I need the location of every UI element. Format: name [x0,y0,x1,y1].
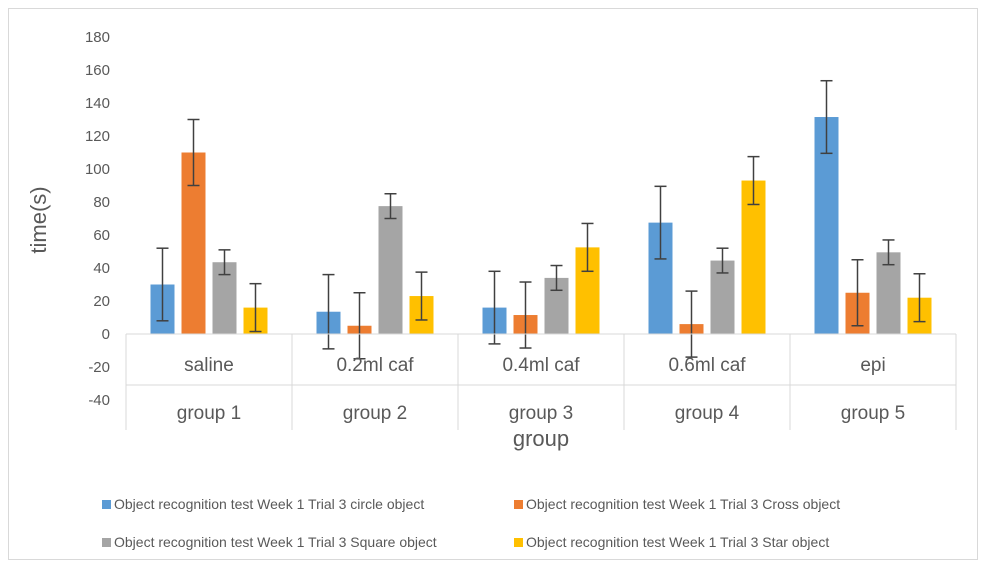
category-label: saline [184,355,234,376]
y-tick-label: 80 [93,194,110,211]
y-tick-label: 60 [93,227,110,244]
y-tick-label: 100 [85,161,110,178]
legend-label: Object recognition test Week 1 Trial 3 S… [526,534,829,550]
y-axis-title-group: time(s) [26,186,51,253]
group-label: group 4 [675,403,740,424]
category-label: 0.4ml caf [502,355,580,376]
legend-label: Object recognition test Week 1 Trial 3 c… [114,496,424,512]
legend-label: Object recognition test Week 1 Trial 3 C… [526,496,840,512]
legend-swatch [102,538,111,547]
y-tick-label: 0 [102,326,110,343]
y-tick-label: 180 [85,29,110,46]
y-tick-label: -40 [88,392,110,409]
legend: Object recognition test Week 1 Trial 3 c… [102,496,840,550]
category-label: epi [860,355,885,376]
y-tick-label: 40 [93,260,110,277]
legend-label: Object recognition test Week 1 Trial 3 S… [114,534,437,550]
plot-layer: -40 -20 0 20 40 60 80 100 120 140 160 180 saline grou… [85,29,957,430]
legend-swatch [514,500,523,509]
category-label: 0.2ml caf [336,355,414,376]
group-label: group 1 [177,403,241,424]
x-axis-title: group [513,426,569,451]
group-label: group 3 [509,403,573,424]
y-tick-label: -20 [88,359,110,376]
y-tick-label: 140 [85,95,110,112]
bar [741,180,766,334]
group-label: group 2 [343,403,407,424]
category-label: 0.6ml caf [668,355,746,376]
legend-swatch [102,500,111,509]
legend-swatch [514,538,523,547]
y-tick-label: 160 [85,62,110,79]
y-axis-title: time(s) [26,186,51,253]
y-tick-label: 20 [93,293,110,310]
y-tick-label: 120 [85,128,110,145]
bar [876,252,901,334]
group-label: group 5 [841,403,905,424]
bar [378,206,403,334]
